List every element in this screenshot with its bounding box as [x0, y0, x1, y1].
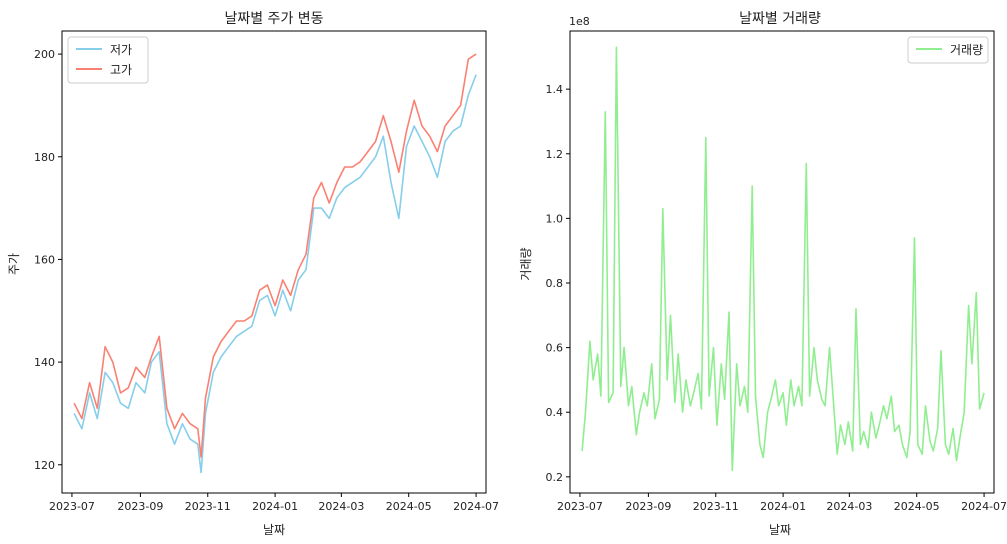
- volume-chart-x-axis-label: 날짜: [769, 523, 791, 537]
- volume-x-tick-label: 2023-07: [557, 500, 603, 513]
- price-x-tick-label: 2023-09: [117, 500, 163, 513]
- volume-chart-title: 날짜별 거래량: [739, 11, 821, 27]
- price-x-tick-label: 2024-05: [386, 500, 432, 513]
- volume-x-tick-label: 2024-01: [760, 500, 806, 513]
- volume-chart-axis-multiplier: 1e8: [569, 15, 590, 28]
- price-chart-title: 날짜별 주가 변동: [224, 11, 323, 27]
- volume-y-tick-label: 0.4: [546, 406, 564, 419]
- price-series-1-line: [73, 74, 477, 474]
- price-legend-label: 저가: [110, 43, 132, 57]
- price-y-tick-label: 160: [34, 253, 55, 266]
- volume-y-tick-label: 0.8: [546, 277, 564, 290]
- price-chart-x-axis-label: 날짜: [263, 523, 285, 537]
- volume-y-tick-label: 0.2: [546, 471, 564, 484]
- volume-y-tick-label: 0.6: [546, 342, 564, 355]
- volume-x-tick-label: 2023-11: [693, 500, 739, 513]
- volume-legend: 거래량: [907, 36, 989, 64]
- volume-y-tick-label: 1.0: [546, 212, 564, 225]
- price-chart: 날짜별 주가 변동 날짜 주가 2023-07 2023-09 2023-11 202…: [7, 11, 499, 537]
- volume-chart: 날짜별 거래량 날짜 거래량 1e8 2023-07 2023-09 2023-11…: [519, 11, 1007, 537]
- price-x-tick-label: 2023-07: [49, 500, 95, 513]
- price-y-tick-label: 180: [34, 151, 55, 164]
- volume-chart-plot-area: 2023-07 2023-09 2023-11 2024-01 2024-03 2024-…: [546, 30, 1007, 513]
- volume-x-tick-label: 2024-07: [961, 500, 1007, 513]
- volume-y-tick-label: 1.2: [546, 148, 564, 161]
- price-y-tick-label: 200: [34, 48, 55, 61]
- price-series-2-line: [73, 53, 477, 458]
- volume-x-tick-label: 2024-03: [826, 500, 872, 513]
- price-chart-plot-area: 2023-07 2023-09 2023-11 2024-01 2024-03 2024-…: [34, 30, 499, 513]
- volume-series-1-line: [581, 46, 985, 472]
- price-x-tick-label: 2024-01: [252, 500, 298, 513]
- price-axes-frame: [61, 30, 487, 494]
- price-legend-label: 고가: [110, 63, 132, 77]
- volume-axes-frame: [569, 30, 995, 494]
- price-y-tick-label: 120: [34, 459, 55, 472]
- volume-legend-label: 거래량: [950, 43, 983, 57]
- volume-legend-box: [907, 36, 989, 64]
- price-x-tick-label: 2024-07: [453, 500, 499, 513]
- volume-x-tick-label: 2023-09: [625, 500, 671, 513]
- volume-x-tick-label: 2024-05: [894, 500, 940, 513]
- price-x-tick-label: 2023-11: [185, 500, 231, 513]
- volume-chart-y-axis-label: 거래량: [519, 247, 533, 280]
- price-legend-box: [67, 36, 149, 84]
- volume-y-tick-label: 1.4: [546, 83, 564, 96]
- price-x-tick-label: 2024-03: [318, 500, 364, 513]
- price-y-tick-label: 140: [34, 356, 55, 369]
- price-chart-y-axis-label: 주가: [7, 253, 21, 275]
